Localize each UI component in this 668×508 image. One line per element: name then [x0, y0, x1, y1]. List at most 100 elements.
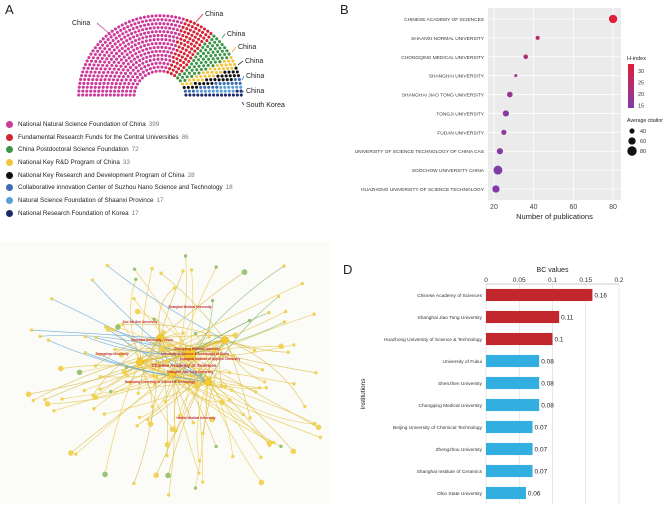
seat-dot: [112, 54, 116, 58]
seat-dot: [196, 46, 200, 50]
seat-dot: [166, 62, 170, 66]
y-category-label: Chinese Academy of Sciences: [417, 293, 482, 299]
size-legend-dot: [627, 146, 637, 156]
seat-dot: [212, 74, 216, 78]
seat-dot: [227, 70, 231, 74]
seat-dot: [202, 64, 206, 68]
network-node: [118, 351, 125, 358]
colorbar-tick-label: 30: [638, 69, 644, 75]
seat-dot: [93, 89, 97, 93]
seat-dot: [160, 18, 164, 22]
bar-value-label: 0.1: [555, 337, 564, 344]
seat-dot: [164, 54, 168, 58]
seat-dot: [110, 70, 114, 75]
network-node-label: Chongqing Medical University: [174, 347, 220, 351]
seat-dot: [122, 55, 126, 59]
network-node: [201, 480, 205, 484]
seat-dot: [141, 28, 145, 32]
seat-dot: [180, 55, 184, 59]
network-edge: [171, 373, 282, 447]
seat-dot: [188, 37, 192, 41]
seat-dot: [132, 57, 136, 61]
seat-dot: [170, 43, 174, 47]
network-node: [128, 381, 133, 385]
network-node: [174, 428, 178, 433]
seat-dot: [92, 93, 97, 97]
data-point: [535, 35, 540, 40]
seat-dot: [208, 67, 212, 71]
y-category-label: FUDAN UNIVERSITY: [437, 130, 484, 136]
size-legend-dot: [629, 128, 635, 134]
bar: [486, 442, 533, 456]
seat-dot: [98, 82, 102, 86]
seat-dot: [162, 69, 166, 73]
seat-dot: [124, 58, 128, 63]
seat-dot: [93, 85, 97, 89]
network-node: [108, 389, 113, 394]
seat-dot: [94, 81, 98, 86]
seat-dot: [127, 42, 131, 46]
seat-dot: [188, 93, 192, 97]
seat-dot: [185, 63, 189, 67]
seat-dot: [170, 15, 174, 19]
seat-dot: [184, 35, 188, 39]
seat-dot: [109, 35, 113, 39]
seat-dot: [129, 23, 133, 27]
seat-dot: [219, 85, 223, 89]
seat-dot: [79, 77, 83, 82]
seat-dot: [110, 63, 114, 67]
seat-dot: [103, 47, 107, 51]
seat-dot: [228, 74, 232, 78]
network-node: [258, 386, 262, 390]
network-edge: [75, 353, 191, 455]
seat-dot: [87, 78, 91, 82]
seat-dot: [104, 34, 108, 38]
seat-dot: [237, 77, 241, 82]
legend-count: 33: [122, 158, 130, 166]
seat-dot: [197, 28, 201, 32]
seat-dot: [128, 28, 132, 32]
bar-value-label: 0.07: [535, 425, 548, 432]
legend-item: Fundamental Research Funds for the Centr…: [6, 131, 326, 144]
seat-dot: [93, 46, 97, 50]
seat-dot: [170, 22, 174, 27]
network-node: [120, 322, 125, 326]
legend-count: 399: [148, 120, 160, 128]
y-category-label: Chongqing Medical University: [419, 403, 483, 409]
seat-dot: [206, 51, 210, 55]
seat-dot: [181, 17, 185, 21]
seat-dot: [146, 63, 150, 67]
y-category-label: University of Fukui: [443, 359, 482, 365]
seat-dot: [138, 79, 142, 83]
seat-dot: [121, 75, 126, 79]
bar-value-label: 0.11: [561, 315, 574, 322]
seat-dot: [226, 66, 230, 71]
seat-dot: [107, 54, 111, 58]
seat-dot: [133, 72, 137, 76]
seat-dot: [175, 40, 179, 44]
network-node: [263, 380, 267, 384]
seat-dot: [117, 67, 121, 71]
legend-count: 17: [156, 196, 164, 204]
seat-dot: [168, 58, 172, 62]
seat-dot: [207, 57, 211, 61]
seat-dot: [197, 58, 201, 62]
seat-dot: [111, 38, 115, 43]
seat-dot: [229, 78, 233, 82]
seat-dot: [117, 61, 121, 65]
seat-dot: [220, 49, 224, 53]
network-edge: [130, 279, 141, 363]
seat-dot: [207, 35, 211, 39]
label-leader-line: [241, 75, 245, 81]
network-node-label: Shanghai Medical University: [168, 305, 211, 309]
seat-dot: [144, 19, 148, 23]
seat-dot: [181, 46, 185, 50]
y-category-label: Beijing University of Chemical Technolog…: [393, 425, 483, 431]
seat-dot: [173, 44, 178, 48]
bar-value-label: 0.08: [541, 403, 554, 410]
data-point: [608, 14, 618, 24]
network-node: [199, 372, 203, 377]
seat-dot: [180, 69, 184, 73]
seat-dot: [113, 89, 117, 93]
network-node: [163, 399, 167, 403]
